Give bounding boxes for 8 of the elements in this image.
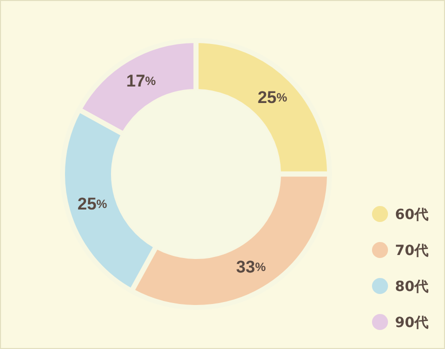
legend-label: 80代 <box>395 278 428 295</box>
data-label: 17% <box>126 72 156 91</box>
legend-label: 70代 <box>395 242 428 259</box>
data-label: 33% <box>236 257 266 276</box>
legend-label: 60代 <box>395 206 428 223</box>
legend-label: 90代 <box>395 314 428 331</box>
data-label: 25% <box>258 88 288 108</box>
data-label: 25% <box>77 194 108 214</box>
